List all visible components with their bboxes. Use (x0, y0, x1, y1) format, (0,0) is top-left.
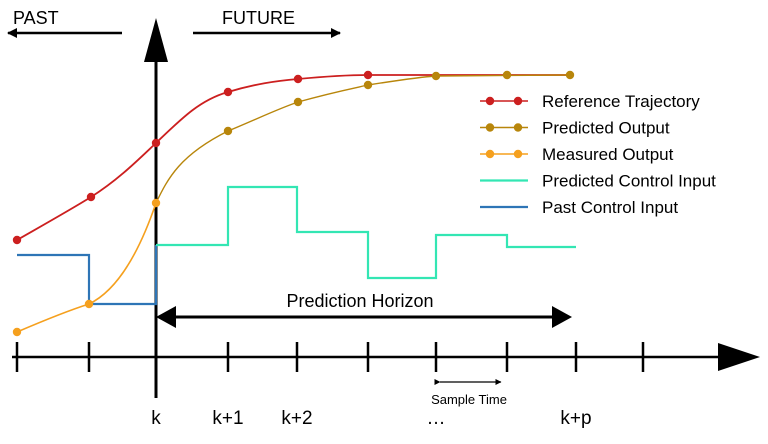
time-axis-arrowhead (718, 343, 760, 371)
legend-swatch-dot (485, 96, 495, 106)
predicted-output-curve (155, 74, 571, 204)
predicted-point (431, 71, 441, 81)
prediction-horizon-right-head (552, 306, 572, 328)
legend-item: Past Control Input (480, 198, 678, 217)
tick-label: k+1 (212, 408, 243, 429)
legend-item: Reference Trajectory (480, 92, 700, 111)
predicted-point (223, 126, 233, 136)
legend-label: Reference Trajectory (542, 92, 700, 111)
reference-point (12, 235, 22, 245)
reference-point (86, 192, 96, 202)
legend-swatch-dot (513, 123, 523, 132)
predicted-point (502, 70, 512, 80)
legend-label: Predicted Output (542, 119, 670, 138)
time-axis-ticks (15, 342, 645, 372)
predicted-point (565, 70, 575, 80)
measured-output-curve (16, 202, 157, 333)
reference-point (223, 87, 233, 97)
predicted-point (363, 80, 373, 90)
legend-swatch-dot (485, 149, 495, 159)
legend-item: Measured Output (480, 145, 674, 164)
prediction-horizon-label: Prediction Horizon (286, 291, 433, 311)
legend-item: Predicted Control Input (480, 172, 716, 191)
vertical-axis-arrowhead (144, 18, 168, 62)
legend-swatch-dot (513, 96, 523, 106)
future-label: FUTURE (222, 8, 295, 28)
legend-label: Predicted Control Input (542, 172, 716, 191)
legend-swatch-dot (513, 149, 523, 159)
legend-swatch-dot (485, 123, 495, 132)
tick-label: … (427, 408, 446, 429)
sample-time-label: Sample Time (431, 392, 507, 407)
predicted-control-input-line (156, 185, 576, 280)
legend-item: Predicted Output (480, 119, 670, 138)
tick-label: k+p (560, 408, 591, 429)
reference-trajectory-points (12, 70, 373, 245)
legend-label: Past Control Input (542, 198, 678, 217)
past-label: PAST (13, 8, 59, 28)
legend-label: Measured Output (542, 145, 674, 164)
measured-output-points (12, 198, 161, 337)
legend: Reference Trajectory Predicted Output Meas… (480, 92, 716, 217)
time-axis-tick-labels: k k+1 k+2 … k+p (151, 408, 591, 429)
reference-point (293, 74, 303, 84)
prediction-horizon-left-head (156, 306, 176, 328)
reference-point (151, 138, 161, 148)
predicted-output-points (223, 70, 575, 136)
measured-point (12, 327, 22, 337)
measured-point (151, 198, 161, 208)
measured-point (84, 299, 94, 309)
predicted-point (293, 97, 303, 107)
tick-label: k+2 (281, 408, 312, 429)
reference-trajectory-curve (16, 74, 570, 241)
tick-label: k (151, 408, 161, 429)
reference-point (363, 70, 373, 80)
